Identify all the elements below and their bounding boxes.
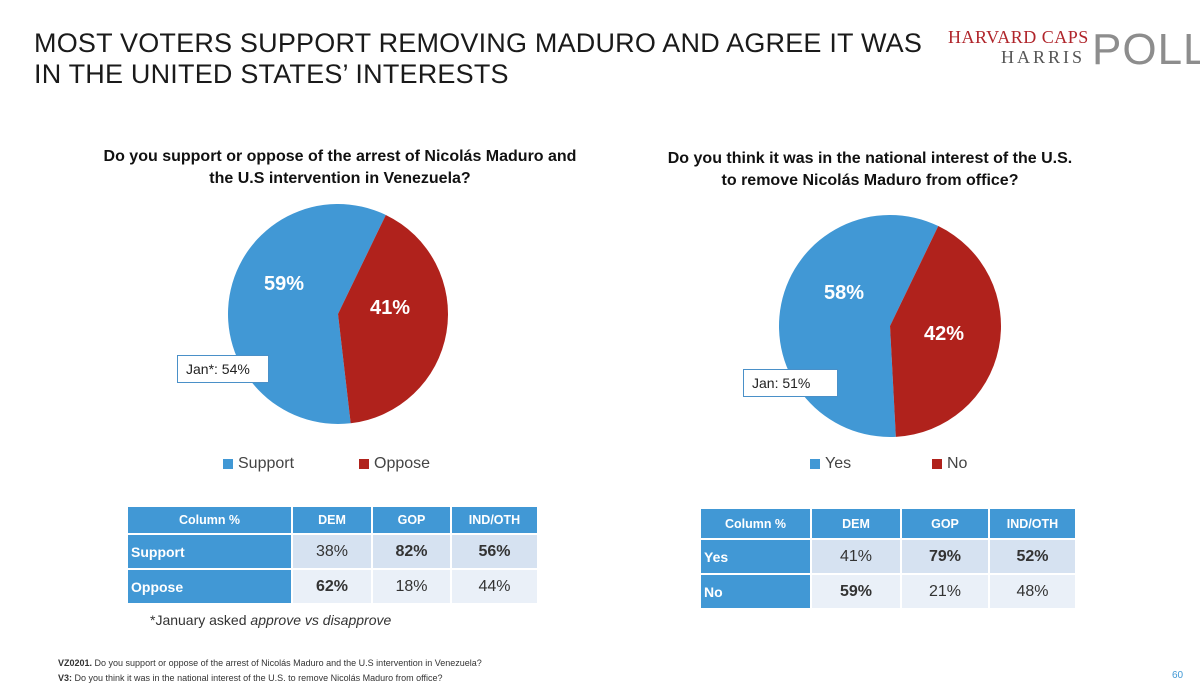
logo-text-bottom: HARRIS [1001, 47, 1086, 67]
legend-label-oppose: Oppose [374, 455, 431, 472]
pie-slice-no [890, 226, 1002, 437]
legend-item-no: No [932, 455, 967, 473]
pie-data-label-yes: 58% [824, 282, 864, 304]
table-header-row: Column % DEM GOP IND/OTH [126, 505, 539, 535]
legend-swatch-blue [810, 459, 820, 469]
footnote: *January asked approve vs disapprove [150, 612, 391, 628]
january-annotation-right: Jan: 51% [743, 369, 838, 397]
pie-data-label-no: 42% [924, 323, 964, 345]
table-header-cell: DEM [810, 507, 902, 540]
harvard-caps-harris-poll-logo: HARVARD CAPS HARRIS POLL [945, 26, 1200, 74]
table-row-label: Yes [699, 538, 812, 575]
legend-label-yes: Yes [825, 455, 852, 472]
legend-item-support: Support [223, 455, 294, 473]
table-row: Support 38% 82% 56% [126, 533, 539, 570]
logo-text-top: HARVARD CAPS [948, 27, 1089, 47]
table-header-cell: GOP [900, 507, 990, 540]
table-header-cell: IND/OTH [450, 505, 539, 535]
page-number: 60 [1172, 670, 1184, 681]
table-cell: 79% [900, 538, 990, 575]
table-cell: 56% [450, 533, 539, 570]
source-text: Do you support or oppose of the arrest o… [92, 658, 482, 668]
footnote-italic: approve vs disapprove [250, 612, 392, 628]
source-code: V3: [58, 673, 73, 683]
january-annotation-left: Jan*: 54% [177, 355, 269, 383]
footnote-prefix: *January asked [150, 612, 251, 628]
legend-label-support: Support [238, 455, 295, 472]
question-left: Do you support or oppose of the arrest o… [103, 148, 577, 187]
page-title: MOST VOTERS SUPPORT REMOVING MADURO AND … [34, 28, 923, 89]
table-row-label: Support [126, 533, 293, 570]
table-header-cell: GOP [371, 505, 452, 535]
legend-swatch-red [932, 459, 942, 469]
question-right: Do you think it was in the national inte… [667, 150, 1073, 189]
source-code: VZ0201. [58, 658, 93, 668]
table-cell: 21% [900, 573, 990, 610]
table-cell: 44% [450, 568, 539, 605]
table-cell: 41% [810, 538, 902, 575]
logo-text-poll: POLL [1092, 25, 1200, 74]
source-note: V3: Do you think it was in the national … [58, 673, 443, 683]
table-cell: 62% [291, 568, 373, 605]
crosstab-table-left: Column % DEM GOP IND/OTH Support 38% 82%… [126, 505, 539, 605]
table-cell: 52% [988, 538, 1077, 575]
table-cell: 38% [291, 533, 373, 570]
pie-slice-oppose [338, 214, 449, 424]
legend-swatch-red [359, 459, 369, 469]
legend-item-yes: Yes [810, 455, 851, 473]
crosstab-table-right: Column % DEM GOP IND/OTH Yes 41% 79% 52%… [699, 507, 1077, 610]
table-row: Oppose 62% 18% 44% [126, 568, 539, 605]
pie-chart-yes-no: 58% 42% [779, 215, 1002, 437]
legend-item-oppose: Oppose [359, 455, 430, 473]
pie-data-label-support: 59% [264, 273, 304, 295]
table-cell: 18% [371, 568, 452, 605]
source-text: Do you think it was in the national inte… [72, 673, 443, 683]
table-header-cell: Column % [126, 505, 293, 535]
table-cell: 48% [988, 573, 1077, 610]
legend-label-no: No [947, 455, 968, 472]
pie-data-label-oppose: 41% [370, 297, 410, 319]
table-header-cell: Column % [699, 507, 812, 540]
table-row-label: No [699, 573, 812, 610]
pie-chart-support-oppose: 59% 41% [228, 204, 449, 424]
legend-swatch-blue [223, 459, 233, 469]
table-row-label: Oppose [126, 568, 293, 605]
table-header-cell: DEM [291, 505, 373, 535]
table-header-row: Column % DEM GOP IND/OTH [699, 507, 1077, 540]
source-note: VZ0201. Do you support or oppose of the … [58, 658, 482, 668]
table-row: Yes 41% 79% 52% [699, 538, 1077, 575]
table-header-cell: IND/OTH [988, 507, 1077, 540]
table-cell: 82% [371, 533, 452, 570]
table-row: No 59% 21% 48% [699, 573, 1077, 610]
table-cell: 59% [810, 573, 902, 610]
